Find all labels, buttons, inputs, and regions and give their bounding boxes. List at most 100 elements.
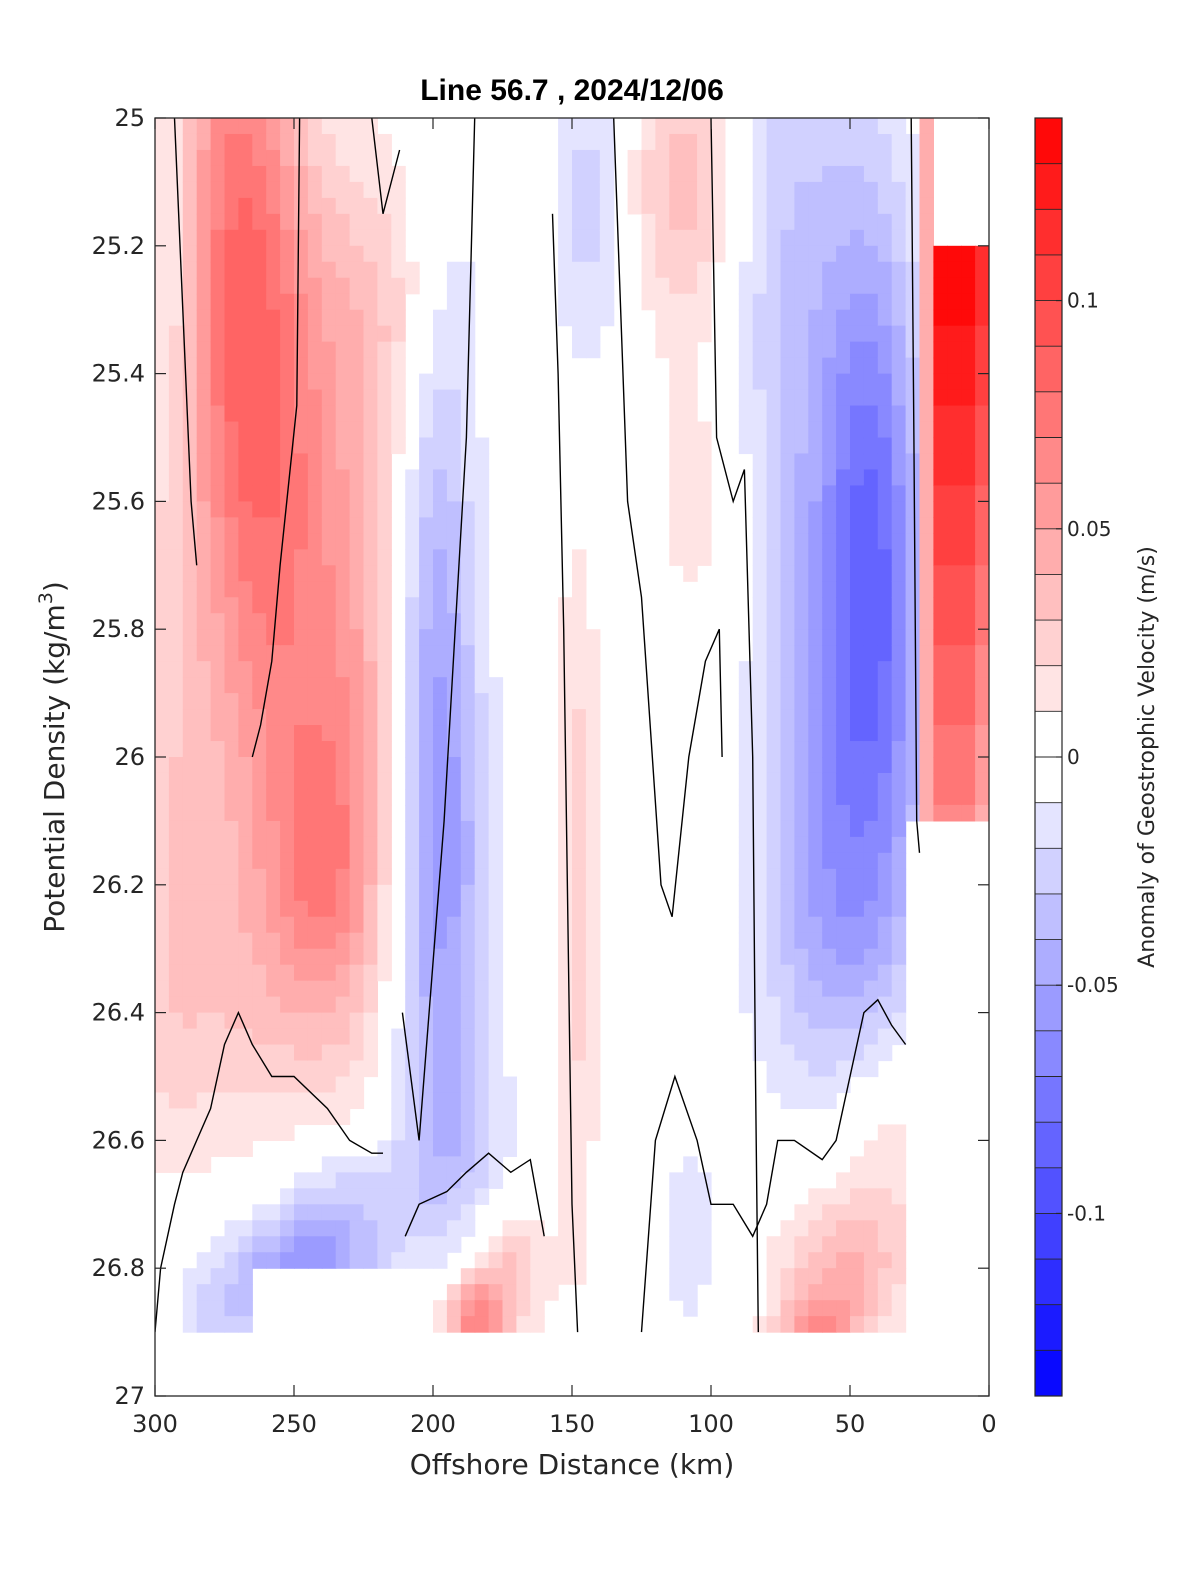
field-cell bbox=[224, 693, 239, 710]
field-cell bbox=[168, 661, 184, 678]
y-tick-label: 25 bbox=[114, 104, 145, 132]
field-cell bbox=[196, 804, 212, 822]
field-cell bbox=[363, 421, 378, 439]
field-cell bbox=[683, 373, 698, 391]
field-cell bbox=[599, 229, 615, 247]
field-cell bbox=[182, 900, 198, 918]
field-cell bbox=[363, 149, 378, 167]
field-cell bbox=[307, 996, 323, 1014]
field-cell bbox=[891, 868, 907, 886]
field-cell bbox=[766, 884, 782, 902]
field-cell bbox=[363, 1220, 378, 1237]
field-cell bbox=[460, 852, 476, 870]
field-cell bbox=[891, 533, 907, 550]
field-cell bbox=[307, 245, 323, 263]
field-cell bbox=[919, 437, 934, 455]
field-cell bbox=[210, 229, 226, 247]
field-cell bbox=[585, 884, 601, 902]
field-cell bbox=[155, 788, 170, 806]
field-cell bbox=[210, 277, 226, 295]
field-cell bbox=[377, 229, 392, 247]
field-cell bbox=[669, 213, 684, 231]
field-cell bbox=[877, 485, 893, 502]
field-cell bbox=[307, 1252, 323, 1269]
field-cell bbox=[808, 772, 823, 790]
field-cell bbox=[488, 932, 504, 950]
field-cell bbox=[266, 549, 281, 566]
field-cell bbox=[877, 900, 893, 918]
field-cell bbox=[321, 485, 337, 502]
field-cell bbox=[321, 1156, 337, 1173]
field-cell bbox=[168, 741, 184, 758]
field-cell bbox=[933, 357, 948, 375]
field-cell bbox=[266, 964, 281, 982]
field-cell bbox=[321, 165, 337, 183]
field-cell bbox=[460, 1300, 476, 1317]
field-cell bbox=[335, 437, 351, 455]
field-cell bbox=[808, 581, 823, 598]
field-cell bbox=[850, 485, 865, 502]
field-cell bbox=[155, 964, 170, 982]
field-cell bbox=[460, 1204, 476, 1221]
field-cell bbox=[210, 996, 226, 1014]
field-cell bbox=[697, 245, 712, 263]
field-cell bbox=[460, 437, 476, 455]
field-cell bbox=[697, 293, 712, 311]
field-cell bbox=[572, 149, 587, 167]
field-cell bbox=[558, 181, 573, 199]
field-cell bbox=[683, 261, 698, 279]
field-cell bbox=[182, 1044, 198, 1062]
field-cell bbox=[349, 373, 365, 391]
field-cell bbox=[294, 181, 309, 199]
field-cell bbox=[836, 757, 851, 774]
field-cell bbox=[836, 485, 851, 502]
field-cell bbox=[349, 325, 365, 343]
field-cell bbox=[224, 996, 239, 1014]
field-cell bbox=[321, 916, 337, 934]
field-cell bbox=[780, 980, 795, 998]
field-cell bbox=[585, 1108, 601, 1126]
field-cell bbox=[280, 788, 295, 806]
field-cell bbox=[655, 293, 670, 311]
field-cell bbox=[196, 1060, 212, 1078]
field-cell bbox=[808, 118, 823, 135]
field-cell bbox=[822, 437, 837, 455]
field-cell bbox=[433, 932, 448, 950]
field-cell bbox=[307, 900, 323, 918]
field-cell bbox=[891, 948, 907, 966]
field-cell bbox=[252, 309, 267, 327]
field-cell bbox=[238, 1076, 253, 1094]
field-cell bbox=[808, 181, 823, 199]
field-cell bbox=[377, 1220, 392, 1237]
zero-contour-line bbox=[710, 118, 759, 1333]
field-cell bbox=[780, 996, 795, 1014]
field-cell bbox=[349, 677, 365, 694]
field-cell bbox=[599, 293, 615, 311]
field-cell bbox=[460, 549, 476, 566]
field-cell bbox=[460, 757, 476, 774]
field-cell bbox=[822, 996, 837, 1014]
field-cell bbox=[877, 661, 893, 678]
field-cell bbox=[252, 820, 267, 838]
field-cell bbox=[155, 149, 170, 167]
field-cell bbox=[669, 261, 684, 279]
field-cell bbox=[419, 725, 434, 742]
field-cell bbox=[224, 421, 239, 439]
field-cell bbox=[558, 1012, 573, 1030]
field-cell bbox=[168, 341, 184, 359]
field-cell bbox=[294, 693, 309, 710]
field-cell bbox=[405, 1092, 420, 1110]
field-cell bbox=[822, 341, 837, 359]
field-cell bbox=[224, 549, 239, 566]
field-cell bbox=[321, 373, 337, 391]
field-cell bbox=[488, 852, 504, 870]
field-cell bbox=[933, 645, 948, 662]
field-cell bbox=[349, 1044, 365, 1062]
field-cell bbox=[474, 453, 490, 471]
field-cell bbox=[863, 453, 879, 471]
field-cell bbox=[766, 629, 782, 646]
field-cell bbox=[460, 884, 476, 902]
field-cell bbox=[683, 549, 698, 566]
field-cell bbox=[752, 1316, 768, 1333]
field-cell bbox=[572, 868, 587, 886]
